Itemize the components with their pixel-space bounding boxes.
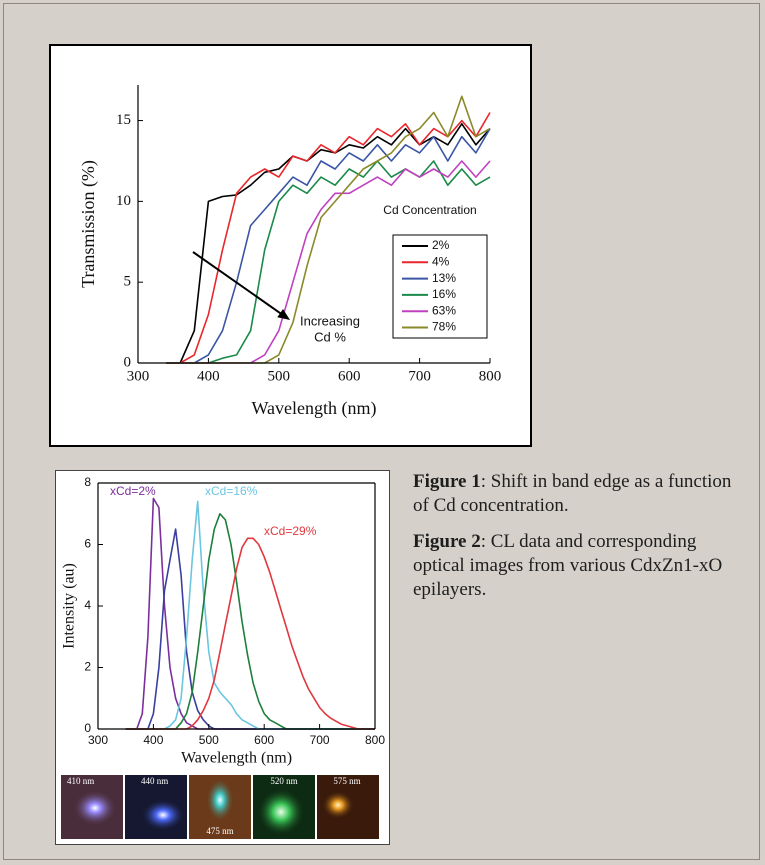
x-axis-label: Wavelength (nm) — [251, 398, 376, 419]
annotation-arrowhead — [277, 309, 290, 320]
y-axis-label: Intensity (au) — [61, 563, 78, 649]
y-tick-label: 5 — [124, 274, 132, 290]
photo-glow — [257, 788, 305, 836]
legend-label: 16% — [432, 287, 456, 301]
legend-label: 63% — [432, 303, 456, 317]
chart: 300 400 500 600 700 800 0 5 10 15 Wavelength (nm) T… — [49, 44, 532, 447]
photo-glow — [73, 790, 117, 826]
caption-text: : CL data and corresponding optical imag… — [413, 531, 723, 600]
y-tick-label: 15 — [116, 112, 131, 128]
legend-label: 78% — [432, 320, 456, 334]
x-tick-label: 800 — [479, 368, 502, 384]
x-tick-label: 500 — [268, 368, 291, 384]
series-line — [166, 128, 491, 364]
series-label: xCd=29% — [264, 524, 317, 538]
x-tick-label: 400 — [143, 733, 163, 747]
x-tick-label: 500 — [199, 733, 219, 747]
legend-label: 4% — [432, 254, 450, 268]
x-axis-label: Wavelength (nm) — [181, 750, 292, 767]
x-tick-label: 600 — [254, 733, 274, 747]
y-tick-label: 8 — [84, 475, 91, 489]
x-tick-label: 400 — [197, 368, 220, 384]
x-tick-label: 700 — [408, 368, 431, 384]
photo-label: 410 nm — [67, 776, 94, 786]
series-line — [166, 112, 491, 364]
legend-title: Cd Concentration — [383, 203, 476, 217]
x-tick-label: 700 — [310, 733, 330, 747]
y-axis-label: Transmission (%) — [78, 160, 99, 288]
legend-label: 2% — [432, 238, 450, 252]
y-tick-label: 0 — [84, 721, 91, 735]
series-line — [166, 160, 491, 364]
y-tick-label: 4 — [84, 598, 91, 612]
photo-label: 520 nm — [270, 776, 297, 786]
caption-label: Figure 1 — [413, 471, 481, 492]
y-tick-label: 6 — [84, 537, 91, 551]
annotation: Increasing — [300, 313, 360, 328]
caption: Figure 2: CL data and corresponding opti… — [413, 530, 748, 602]
series-line — [125, 528, 375, 730]
photo-glow — [322, 791, 354, 819]
page-frame — [3, 3, 760, 860]
caption: Figure 1: Shift in band edge as a functi… — [413, 470, 748, 518]
chart: 410 nm 440 nm 475 nm 520 nm 575 nm xCd=2… — [55, 470, 390, 845]
series-line — [166, 123, 491, 364]
series-line — [125, 537, 375, 730]
photo-label: 575 nm — [333, 776, 360, 786]
y-tick-label: 2 — [84, 660, 91, 674]
legend-label: 13% — [432, 271, 456, 285]
legend-box — [392, 234, 488, 339]
photo-glow — [141, 799, 185, 831]
captions: Figure 1: Shift in band edge as a functi… — [413, 470, 748, 614]
x-tick-label: 300 — [88, 733, 108, 747]
caption-label: Figure 2 — [413, 531, 481, 552]
photo-strip — [61, 775, 379, 839]
y-tick-label: 10 — [116, 193, 131, 209]
plot — [125, 497, 375, 730]
y-tick-label: 0 — [124, 354, 132, 370]
x-tick-label: 800 — [365, 733, 385, 747]
annotation: Cd % — [314, 329, 346, 344]
photo-label: 440 nm — [141, 776, 168, 786]
series-label: xCd=16% — [205, 484, 258, 498]
photo-label: 475 nm — [206, 826, 233, 836]
series-line — [125, 513, 375, 730]
annotation-arrow — [192, 251, 285, 317]
x-tick-label: 600 — [338, 368, 361, 384]
photo-glow — [206, 778, 234, 822]
caption-text: : Shift in band edge as a function of Cd… — [413, 471, 732, 516]
x-tick-label: 300 — [127, 368, 150, 384]
series-label: xCd=2% — [110, 484, 156, 498]
